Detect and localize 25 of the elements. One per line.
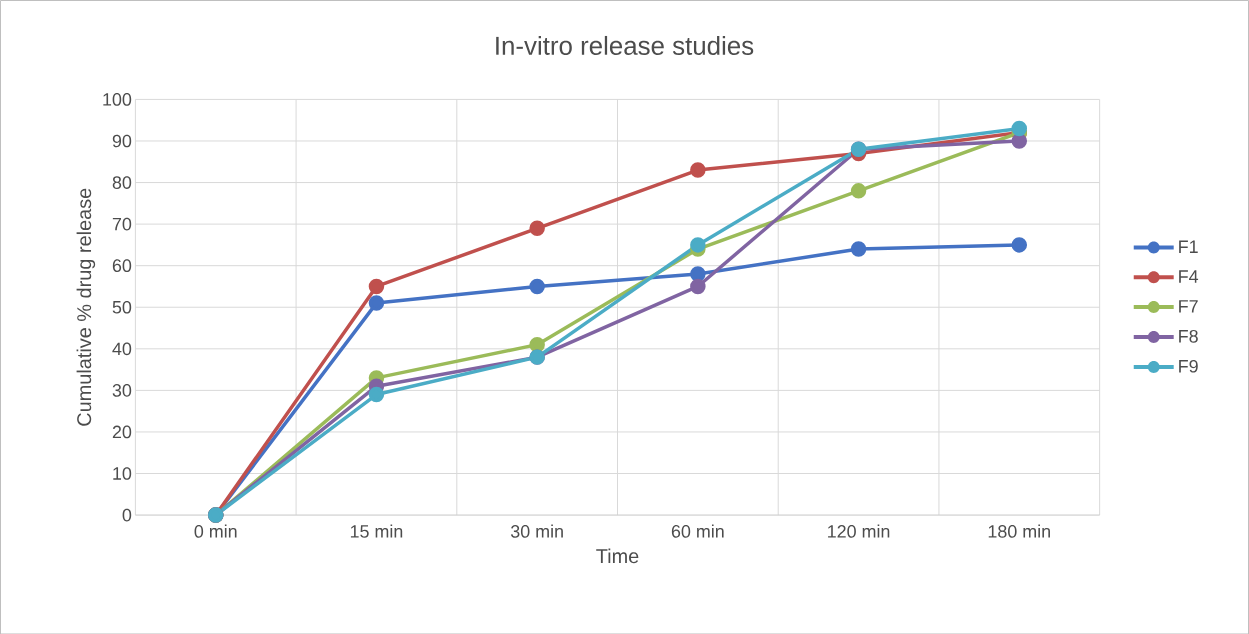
x-tick-label: 120 min [828,524,890,538]
legend-label: F4 [1179,270,1199,283]
y-tick-label: 90 [112,134,132,148]
y-tick-label: 30 [112,383,132,397]
chart-title: In-vitro release studies [496,35,754,55]
legend-label: F7 [1179,299,1198,313]
x-tick-label: 15 min [350,524,403,538]
x-axis-title: Time [596,548,639,563]
legend-label: F1 [1179,240,1198,253]
y-tick-label: 70 [112,217,132,231]
y-tick-label: 20 [112,425,132,439]
x-tick-label: 180 min [988,524,1050,538]
x-tick-label: 60 min [671,524,724,538]
legend-label: F8 [1179,329,1198,343]
x-tick-label: 30 min [510,524,563,538]
legend-label: F9 [1179,359,1198,373]
y-tick-label: 0 [122,508,132,522]
y-axis-title: Cumulative % drug release [76,188,96,426]
y-tick-label: 10 [113,466,132,480]
y-tick-label: 50 [112,300,132,314]
y-tick-label: 60 [112,259,132,272]
y-tick-label: 100 [103,92,132,106]
y-tick-label: 40 [112,342,132,355]
y-tick-label: 80 [112,175,132,189]
x-tick-label: 0 min [194,524,237,538]
